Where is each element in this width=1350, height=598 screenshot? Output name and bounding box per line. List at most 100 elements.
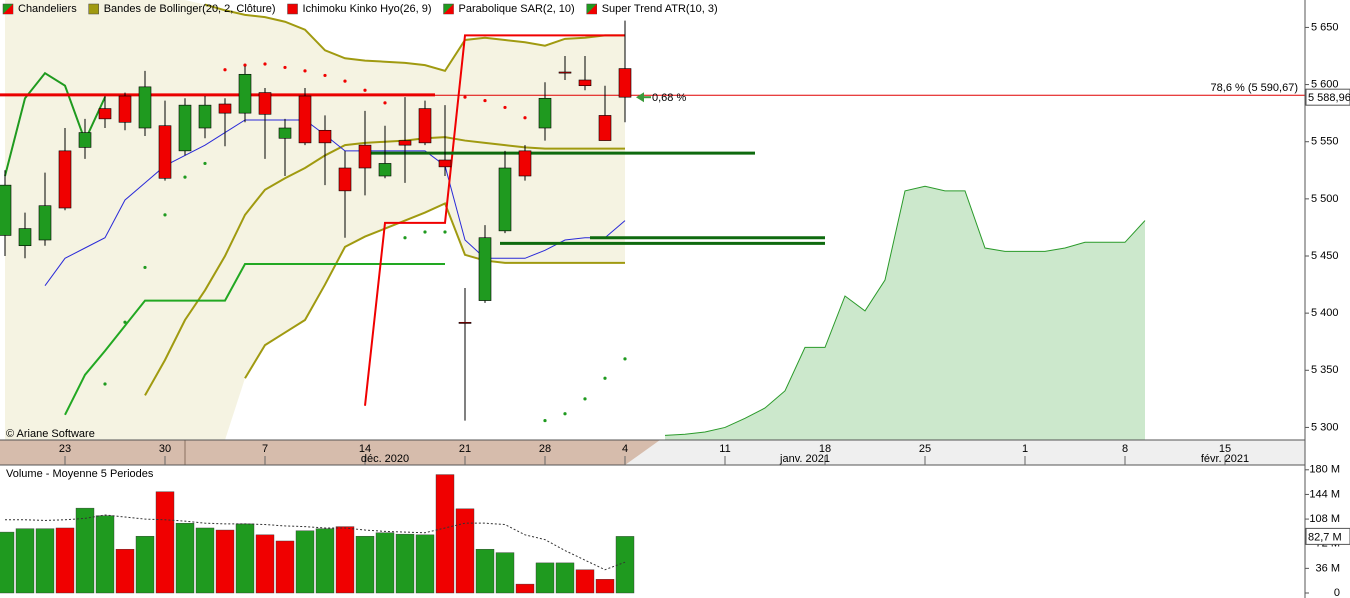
sar-dot: [423, 230, 427, 234]
y-tick-label: 5 500: [1311, 193, 1339, 205]
volume-bar: [255, 534, 275, 594]
sar-dot: [343, 79, 347, 83]
x-tick-label: 4: [622, 443, 628, 455]
sar-dot: [383, 101, 387, 105]
x-tick-label: 18: [819, 443, 831, 455]
copyright: © Ariane Software: [6, 428, 95, 440]
x-tick-label: 21: [459, 443, 471, 455]
sar-dot: [303, 69, 307, 73]
x-tick-label: 23: [59, 443, 71, 455]
sar-dot: [463, 95, 467, 99]
sar-dot: [563, 412, 567, 416]
candle-body: [138, 86, 152, 129]
volume-bar: [475, 548, 495, 594]
volume-bar: [315, 528, 335, 594]
candle-body: [258, 92, 272, 115]
candle-body: [78, 132, 92, 148]
sar-dot: [243, 63, 247, 67]
candle-body: [478, 237, 492, 301]
candle-body: [338, 167, 352, 192]
volume-bar: [375, 532, 395, 594]
candle-body: [278, 127, 292, 139]
volume-title: Volume - Moyenne 5 Periodes: [6, 468, 154, 480]
y-tick-label: 5 550: [1311, 136, 1339, 148]
y-tick-label: 5 350: [1311, 364, 1339, 376]
x-tick-label: 8: [1122, 443, 1128, 455]
change-arrow: [636, 92, 644, 103]
candle-body: [378, 163, 392, 177]
x-tick-label: 7: [262, 443, 268, 455]
date-band-history: [0, 440, 660, 465]
volume-bar: [395, 533, 415, 594]
y-tick-label: 5 300: [1311, 421, 1339, 433]
y-tick-label: 5 650: [1311, 21, 1339, 33]
sar-dot: [523, 116, 527, 120]
indicator-line: [364, 34, 625, 406]
last-volume-label: 82,7 M: [1308, 531, 1342, 543]
volume-bar: [455, 508, 475, 594]
volume-bar: [615, 536, 635, 594]
candle-body: [178, 104, 192, 152]
sar-dot: [223, 68, 227, 72]
sar-dot: [503, 105, 507, 110]
candle-body: [438, 159, 452, 168]
candle-body: [498, 167, 512, 232]
candle-body: [0, 184, 12, 236]
sar-dot: [623, 357, 627, 361]
volume-average: [5, 514, 626, 571]
volume-bar: [0, 531, 15, 594]
legend-swatch: [88, 3, 99, 15]
sar-dot: [263, 62, 267, 66]
sar-dot: [543, 418, 547, 423]
axes: 5 300 5 350 5 400 5 450 5 500 5 550 5 600 5 650…: [59, 21, 1350, 598]
price-panel: [0, 0, 1305, 440]
fib-label: 78,6 % (5 590,67): [1211, 82, 1298, 94]
legend-label: Bandes de Bollinger(20, 2, Clôture): [104, 3, 276, 15]
y-tick-label: 180 M: [1309, 464, 1340, 476]
y-tick-label: 36 M: [1316, 562, 1340, 574]
volume-bar: [435, 474, 455, 594]
x-tick-label: 14: [359, 443, 371, 455]
candle-body: [518, 150, 532, 177]
sar-dot: [603, 376, 607, 380]
month-label: janv. 2021: [779, 453, 830, 465]
candle-body: [398, 140, 412, 146]
volume-bar: [155, 491, 175, 594]
legend-label: Ichimoku Kinko Hyo(26, 9): [303, 3, 432, 15]
candle-body: [318, 129, 332, 144]
month-label: déc. 2020: [361, 453, 409, 465]
cloud-line: [664, 185, 1146, 436]
sar-dot: [123, 320, 127, 324]
volume-bar: [115, 548, 135, 594]
candle-body: [238, 73, 252, 114]
sar-dot: [203, 161, 207, 166]
x-tick-label: 25: [919, 443, 931, 455]
candle-body: [58, 150, 72, 209]
candle-body: [118, 95, 132, 123]
candle-body: [418, 108, 432, 144]
volume-bar: [495, 552, 515, 594]
candle-body: [578, 79, 592, 87]
volume-bar: [575, 569, 595, 594]
volume-bar: [535, 562, 555, 594]
candle-body: [198, 104, 212, 129]
legend-label: Parabolique SAR(2, 10): [459, 3, 575, 15]
volume-bar: [195, 527, 215, 594]
x-tick-label: 11: [719, 443, 730, 455]
candle-body: [458, 321, 472, 324]
last-price-label: 5 588,96: [1308, 92, 1350, 104]
sar-dot: [363, 88, 367, 92]
indicator-line: [64, 263, 445, 416]
sar-dot: [583, 397, 587, 401]
volume-bar: [275, 540, 295, 594]
sar-dot: [323, 73, 327, 78]
bollinger-fill: [5, 0, 625, 440]
volume-bar: [35, 528, 55, 594]
volume-bar: [215, 529, 235, 594]
volume-bar: [335, 526, 355, 594]
sar-dot: [283, 65, 287, 70]
candle-body: [158, 125, 172, 179]
volume-bar: [15, 528, 35, 594]
sar-dot: [163, 213, 167, 217]
x-tick-label: 28: [539, 443, 551, 455]
